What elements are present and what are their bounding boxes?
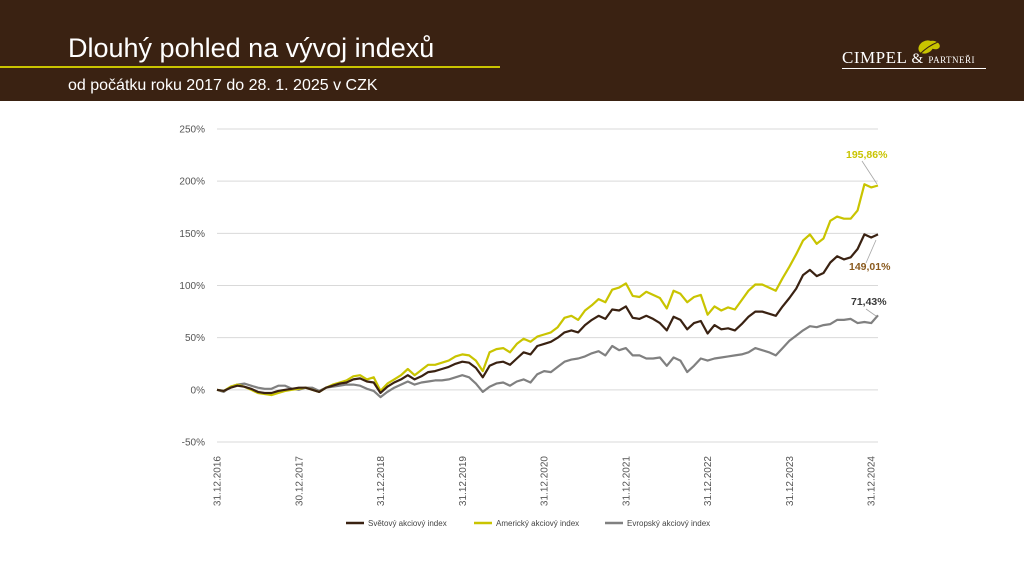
title-underline: [0, 66, 500, 68]
logo-main-text: CIMPEL: [842, 48, 907, 67]
y-tick-label: 50%: [185, 333, 205, 344]
logo-small-text: PARTNEŘI: [928, 55, 976, 65]
x-tick-label: 31.12.2021: [621, 456, 632, 506]
end-label-leader: [861, 160, 878, 185]
chart-end-labels: 149,01% 195,86% 71,43%: [846, 149, 891, 317]
y-axis-tick-labels: -50% 0% 50% 100% 150% 200% 250%: [179, 125, 205, 449]
end-label: 195,86%: [846, 149, 888, 161]
y-tick-label: 0%: [191, 385, 206, 396]
slide-header: [0, 0, 1024, 101]
series-line: [216, 183, 879, 397]
x-tick-label: 31.12.2016: [213, 456, 224, 506]
x-axis-tick-labels: 31.12.2016 30.12.2017 31.12.2018 31.12.2019…: [213, 456, 878, 506]
y-tick-label: 100%: [179, 281, 205, 292]
series-line: [216, 233, 879, 395]
y-tick-label: 250%: [179, 125, 205, 136]
x-tick-label: 31.12.2018: [376, 456, 387, 506]
company-logo: CIMPEL & PARTNEŘI: [842, 40, 992, 70]
slide-title: Dlouhý pohled na vývoj indexů: [68, 33, 435, 63]
logo-underline: [842, 68, 986, 69]
y-tick-label: 200%: [179, 177, 205, 188]
end-label-leader: [865, 239, 877, 264]
x-tick-label: 31.12.2023: [785, 456, 796, 506]
legend-label: Světový akciový index: [368, 519, 447, 528]
end-label-leader: [865, 308, 877, 317]
y-tick-label: 150%: [179, 229, 205, 240]
x-tick-label: 30.12.2017: [294, 456, 305, 506]
logo-ampersand: &: [911, 51, 924, 67]
end-label: 149,01%: [849, 261, 891, 273]
series-line: [216, 314, 879, 399]
legend-label: Evropský akciový index: [627, 519, 710, 528]
chart-gridlines: [217, 128, 878, 443]
slide-subtitle: od počátku roku 2017 do 28. 1. 2025 v CZ…: [68, 77, 378, 94]
x-tick-label: 31.12.2022: [703, 456, 714, 506]
leaf-logo-icon: [918, 40, 940, 55]
x-tick-label: 31.12.2024: [867, 456, 878, 506]
legend-label: Americký akciový index: [496, 519, 579, 528]
chart-series-lines: [216, 183, 879, 399]
logo-wordmark: CIMPEL & PARTNEŘI: [842, 48, 975, 68]
end-label: 71,43%: [851, 296, 887, 308]
x-tick-label: 31.12.2020: [540, 456, 551, 506]
x-tick-label: 31.12.2019: [458, 456, 469, 506]
chart-legend: Světový akciový index Americký akciový in…: [346, 519, 710, 528]
y-tick-label: -50%: [182, 438, 205, 449]
